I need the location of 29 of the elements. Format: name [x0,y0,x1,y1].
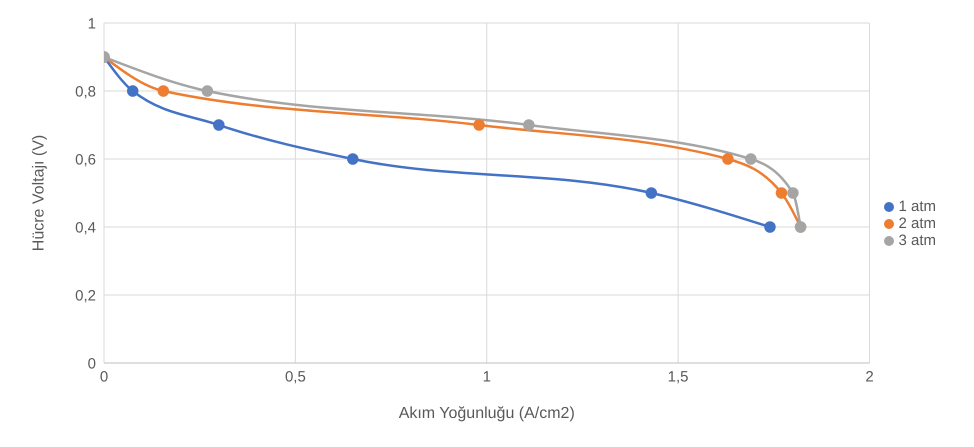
x-tick-label: 0,5 [284,368,306,386]
x-tick-label: 0 [100,368,108,386]
y-tick-label: 0,8 [75,83,96,100]
y-tick-label: 0,2 [75,287,96,304]
legend-label: 1 atm [898,198,936,214]
x-tick-label: 1,5 [668,368,689,386]
y-tick-label: 1 [88,15,96,32]
y-tick-label: 0 [88,355,96,372]
point [126,85,138,97]
point [158,85,170,97]
legend-label: 3 atm [898,232,936,248]
point [745,153,757,165]
point [347,153,359,165]
point [523,119,535,131]
y-axis-title: Hücre Voltajı (V) [30,134,48,252]
x-tick-label: 2 [865,368,874,386]
legend-label: 2 atm [898,214,936,232]
y-tick-label: 0,4 [75,219,96,236]
point [764,221,776,233]
point [787,187,799,199]
x-axis-title: Akım Yoğunluğu (A/cm2) [398,405,575,422]
point [213,119,225,131]
point [722,153,734,165]
point [473,119,485,131]
point [646,187,658,199]
point [202,85,214,97]
y-tick-label: 0,6 [75,151,96,168]
x-tick-label: 1 [482,368,491,386]
point [776,187,788,199]
